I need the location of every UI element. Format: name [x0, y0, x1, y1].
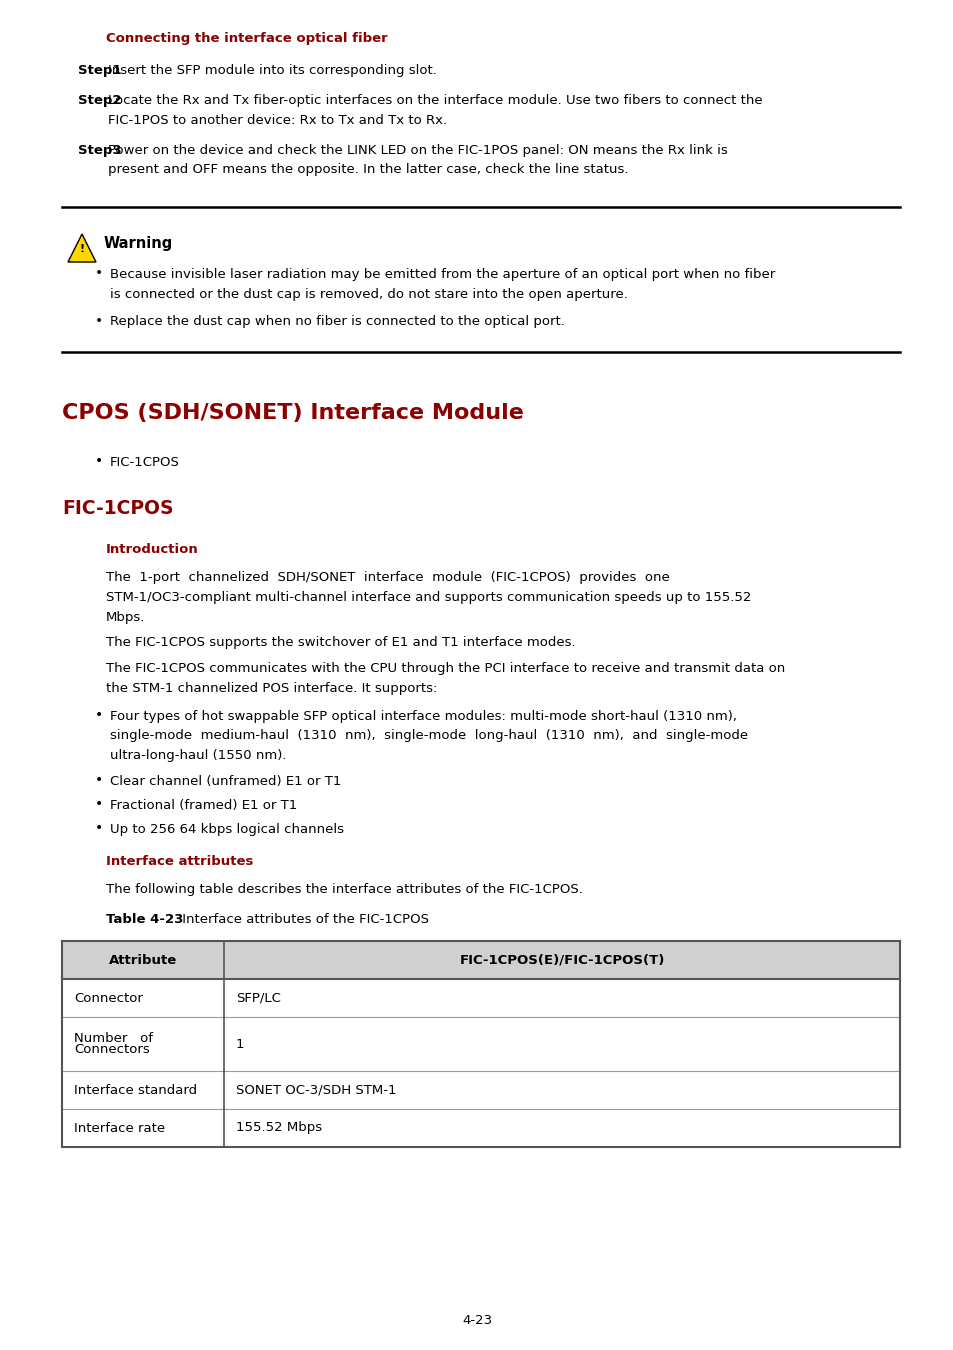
Text: STM-1/OC3-compliant multi-channel interface and supports communication speeds up: STM-1/OC3-compliant multi-channel interf…	[106, 591, 751, 603]
Polygon shape	[68, 234, 96, 262]
Text: Step2: Step2	[78, 95, 121, 107]
Text: Because invisible laser radiation may be emitted from the aperture of an optical: Because invisible laser radiation may be…	[110, 269, 775, 281]
Text: FIC-1CPOS(E)/FIC-1CPOS(T): FIC-1CPOS(E)/FIC-1CPOS(T)	[458, 953, 664, 967]
Text: The  1-port  channelized  SDH/SONET  interface  module  (FIC-1CPOS)  provides  o: The 1-port channelized SDH/SONET interfa…	[106, 571, 669, 585]
Text: Interface attributes: Interface attributes	[106, 855, 253, 868]
Text: Connectors: Connectors	[74, 1044, 150, 1056]
Text: Step1: Step1	[78, 63, 121, 77]
Text: Up to 256 64 kbps logical channels: Up to 256 64 kbps logical channels	[110, 824, 344, 836]
Bar	[62, 979, 899, 1017]
Text: FIC-1POS to another device: Rx to Tx and Tx to Rx.: FIC-1POS to another device: Rx to Tx and…	[108, 113, 447, 127]
Text: The FIC-1CPOS supports the switchover of E1 and T1 interface modes.: The FIC-1CPOS supports the switchover of…	[106, 636, 575, 649]
Text: •: •	[95, 821, 103, 836]
Text: Replace the dust cap when no fiber is connected to the optical port.: Replace the dust cap when no fiber is co…	[110, 316, 564, 328]
Text: •: •	[95, 266, 103, 279]
Text: Number   of: Number of	[74, 1031, 152, 1045]
Text: •: •	[95, 796, 103, 811]
Text: •: •	[95, 707, 103, 722]
Text: Clear channel (unframed) E1 or T1: Clear channel (unframed) E1 or T1	[110, 775, 341, 788]
Text: Fractional (framed) E1 or T1: Fractional (framed) E1 or T1	[110, 799, 297, 811]
Text: Table 4-23: Table 4-23	[106, 913, 183, 926]
Bar	[62, 1017, 899, 1071]
Text: •: •	[95, 313, 103, 328]
Text: Locate the Rx and Tx fiber-optic interfaces on the interface module. Use two fib: Locate the Rx and Tx fiber-optic interfa…	[108, 95, 761, 107]
Text: Mbps.: Mbps.	[106, 610, 145, 624]
Bar	[62, 1108, 899, 1148]
Text: Connecting the interface optical fiber: Connecting the interface optical fiber	[106, 32, 387, 45]
Text: FIC-1CPOS: FIC-1CPOS	[62, 500, 173, 518]
Text: present and OFF means the opposite. In the latter case, check the line status.: present and OFF means the opposite. In t…	[108, 163, 628, 176]
Text: the STM-1 channelized POS interface. It supports:: the STM-1 channelized POS interface. It …	[106, 682, 436, 695]
Text: •: •	[95, 774, 103, 787]
Bar	[62, 941, 899, 979]
Text: Interface rate: Interface rate	[74, 1122, 165, 1134]
Text: Interface standard: Interface standard	[74, 1084, 197, 1096]
Text: Attribute: Attribute	[109, 953, 177, 967]
Text: 4-23: 4-23	[461, 1314, 492, 1327]
Text: Introduction: Introduction	[106, 544, 198, 556]
Text: The FIC-1CPOS communicates with the CPU through the PCI interface to receive and: The FIC-1CPOS communicates with the CPU …	[106, 663, 784, 675]
Text: Connector: Connector	[74, 991, 143, 1004]
Text: Step3: Step3	[78, 143, 121, 157]
Text: !: !	[79, 244, 85, 254]
Text: SONET OC-3/SDH STM-1: SONET OC-3/SDH STM-1	[235, 1084, 396, 1096]
Text: 155.52 Mbps: 155.52 Mbps	[235, 1122, 322, 1134]
Bar	[62, 1071, 899, 1108]
Text: CPOS (SDH/SONET) Interface Module: CPOS (SDH/SONET) Interface Module	[62, 404, 523, 424]
Text: •: •	[95, 454, 103, 467]
Text: Interface attributes of the FIC-1CPOS: Interface attributes of the FIC-1CPOS	[178, 913, 429, 926]
Text: Four types of hot swappable SFP optical interface modules: multi-mode short-haul: Four types of hot swappable SFP optical …	[110, 710, 737, 724]
Text: Insert the SFP module into its corresponding slot.: Insert the SFP module into its correspon…	[108, 63, 436, 77]
Text: FIC-1CPOS: FIC-1CPOS	[110, 455, 180, 468]
Text: 1: 1	[235, 1038, 244, 1050]
Text: is connected or the dust cap is removed, do not stare into the open aperture.: is connected or the dust cap is removed,…	[110, 288, 627, 301]
Text: Warning: Warning	[104, 236, 173, 251]
Text: SFP/LC: SFP/LC	[235, 991, 280, 1004]
Text: The following table describes the interface attributes of the FIC-1CPOS.: The following table describes the interf…	[106, 883, 582, 896]
Text: ultra-long-haul (1550 nm).: ultra-long-haul (1550 nm).	[110, 749, 286, 761]
Text: single-mode  medium-haul  (1310  nm),  single-mode  long-haul  (1310  nm),  and : single-mode medium-haul (1310 nm), singl…	[110, 729, 747, 742]
Text: Power on the device and check the LINK LED on the FIC-1POS panel: ON means the R: Power on the device and check the LINK L…	[108, 143, 727, 157]
